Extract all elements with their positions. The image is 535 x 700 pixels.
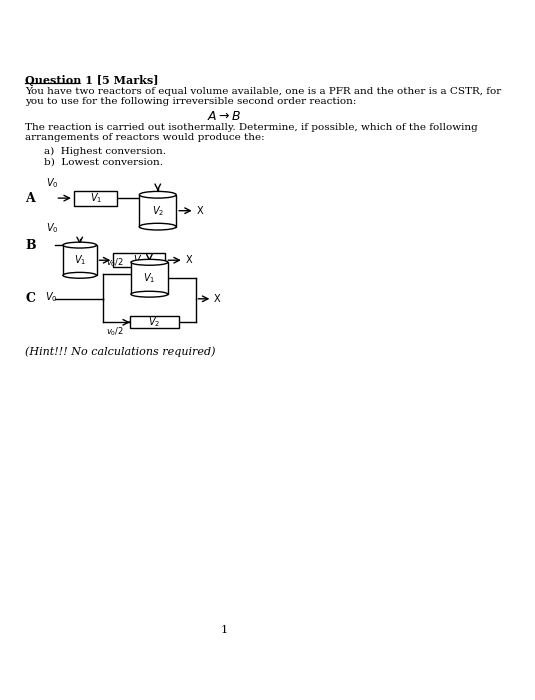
- Text: $V_0$: $V_0$: [46, 221, 59, 235]
- Ellipse shape: [139, 223, 176, 230]
- Bar: [130, 316, 179, 328]
- Ellipse shape: [139, 191, 176, 198]
- Text: 1: 1: [220, 625, 227, 636]
- Text: X: X: [196, 206, 203, 216]
- Text: $V_1$: $V_1$: [74, 253, 86, 267]
- Text: $V_0$: $V_0$: [45, 290, 58, 304]
- Ellipse shape: [63, 242, 96, 248]
- Ellipse shape: [131, 260, 168, 265]
- Text: arrangements of reactors would produce the:: arrangements of reactors would produce t…: [25, 133, 265, 141]
- Text: $V_2$: $V_2$: [148, 316, 160, 329]
- Bar: [139, 195, 176, 227]
- Text: X: X: [186, 256, 192, 265]
- Text: $A \rightarrow B$: $A \rightarrow B$: [207, 110, 241, 123]
- Bar: [74, 190, 118, 206]
- Text: B: B: [25, 239, 36, 251]
- Bar: [63, 245, 96, 275]
- Text: $v_0/2$: $v_0/2$: [106, 257, 124, 270]
- Text: X: X: [214, 294, 220, 304]
- Text: b)  Lowest conversion.: b) Lowest conversion.: [44, 158, 163, 167]
- Text: C: C: [25, 293, 35, 305]
- Bar: [131, 262, 168, 294]
- Text: Question 1 [5 Marks]: Question 1 [5 Marks]: [25, 75, 159, 86]
- Text: You have two reactors of equal volume available, one is a PFR and the other is a: You have two reactors of equal volume av…: [25, 88, 501, 97]
- Text: a)  Highest conversion.: a) Highest conversion.: [44, 147, 166, 156]
- Ellipse shape: [131, 291, 168, 297]
- Text: $V_0$: $V_0$: [46, 176, 59, 190]
- Text: you to use for the following irreversible second order reaction:: you to use for the following irreversibl…: [25, 97, 356, 106]
- Text: The reaction is carried out isothermally. Determine, if possible, which of the f: The reaction is carried out isothermally…: [25, 122, 478, 132]
- Text: $V_2$: $V_2$: [133, 253, 146, 267]
- Bar: [113, 253, 165, 267]
- Text: $V_1$: $V_1$: [89, 191, 102, 205]
- Text: $V_1$: $V_1$: [143, 272, 156, 285]
- Text: $V_2$: $V_2$: [151, 204, 164, 218]
- Ellipse shape: [63, 272, 96, 279]
- Text: (Hint!!! No calculations required): (Hint!!! No calculations required): [25, 346, 216, 357]
- Text: $v_0/2$: $v_0/2$: [106, 326, 124, 338]
- Text: A: A: [25, 192, 35, 204]
